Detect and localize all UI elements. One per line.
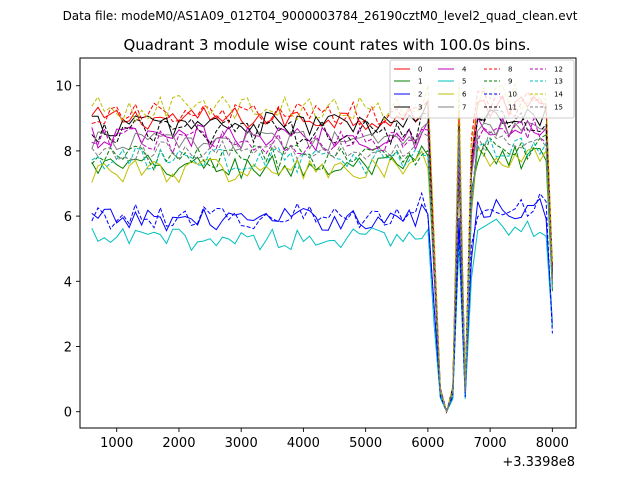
series-line-8: [91, 90, 553, 414]
legend-label-4: 4: [462, 66, 467, 74]
y-tick-label: 2: [64, 341, 72, 356]
x-tick-label: 1000: [100, 436, 133, 451]
legend-label-2: 2: [418, 91, 422, 99]
legend-label-1: 1: [418, 78, 422, 86]
x-tick-label: 6000: [411, 436, 444, 451]
legend-label-13: 13: [554, 78, 563, 86]
x-offset-label: +3.3398e8: [502, 455, 575, 470]
series-line-14: [91, 82, 553, 412]
legend-label-9: 9: [508, 78, 512, 86]
legend-label-0: 0: [418, 66, 422, 74]
x-axis: 1000 2000 3000 4000 5000 6000 7000 8000: [100, 428, 569, 451]
x-tick-label: 5000: [349, 436, 382, 451]
x-tick-label: 4000: [287, 436, 320, 451]
x-tick-label: 8000: [536, 436, 569, 451]
y-tick-label: 0: [64, 406, 72, 421]
legend-label-5: 5: [462, 78, 466, 86]
y-axis: 0 2 4 6 8 10: [55, 80, 80, 421]
legend-label-8: 8: [508, 66, 512, 74]
series-line-5: [91, 218, 553, 413]
legend-label-7: 7: [462, 104, 466, 112]
y-tick-label: 4: [64, 275, 72, 290]
x-tick-label: 2000: [162, 436, 195, 451]
axes-frame: [79, 57, 577, 429]
data-file-label: Data file: modeM0/AS1A09_012T04_90000037…: [63, 9, 578, 23]
series-line-7: [91, 119, 553, 414]
x-tick-label: 3000: [225, 436, 258, 451]
y-tick-label: 8: [64, 145, 72, 160]
legend-label-15: 15: [554, 104, 563, 112]
plot-area: [79, 57, 577, 429]
legend-label-12: 12: [554, 66, 563, 74]
series-line-12: [91, 116, 553, 414]
chart-title: Quadrant 3 module wise count rates with …: [123, 36, 530, 54]
legend-label-3: 3: [418, 104, 422, 112]
legend-label-14: 14: [554, 91, 563, 99]
y-tick-label: 6: [64, 210, 72, 225]
series-line-11: [91, 109, 553, 414]
series-line-10: [91, 191, 553, 414]
legend-label-10: 10: [508, 91, 517, 99]
y-tick-label: 10: [55, 80, 72, 95]
series-line-9: [91, 134, 553, 414]
legend-label-6: 6: [462, 91, 467, 99]
x-tick-label: 7000: [474, 436, 507, 451]
legend-label-11: 11: [508, 104, 517, 112]
series-layer: [91, 82, 553, 414]
legend-frame: [389, 59, 575, 119]
